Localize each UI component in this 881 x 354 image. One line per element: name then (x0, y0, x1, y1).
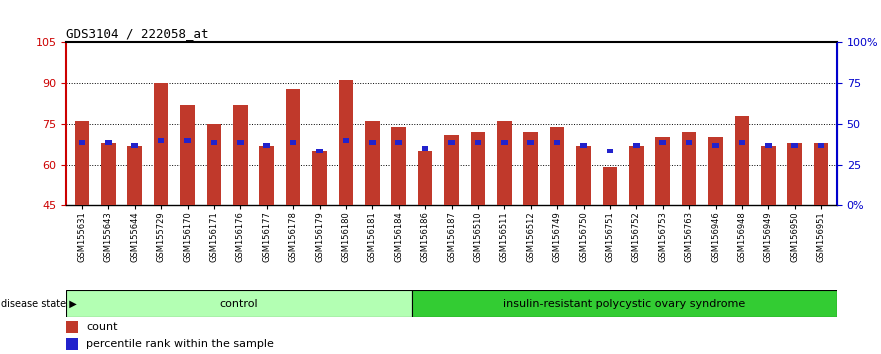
Bar (765, 143, 772, 148)
Bar (791, 143, 798, 148)
Bar (708, 137, 722, 205)
Bar (550, 127, 565, 205)
Bar (184, 138, 191, 143)
Bar (154, 83, 168, 205)
Bar (735, 116, 749, 205)
Bar (131, 143, 138, 148)
Bar (343, 138, 349, 143)
Bar (66, 338, 78, 350)
Bar (470, 132, 485, 205)
Bar (369, 141, 375, 145)
Bar (211, 141, 218, 145)
Bar (396, 141, 402, 145)
Text: insulin-resistant polycystic ovary syndrome: insulin-resistant polycystic ovary syndr… (503, 298, 745, 309)
Bar (475, 141, 481, 145)
Bar (629, 145, 644, 205)
Bar (128, 145, 142, 205)
Bar (818, 143, 825, 148)
Bar (554, 141, 560, 145)
Bar (603, 167, 618, 205)
Bar (207, 124, 221, 205)
Bar (528, 141, 534, 145)
Bar (814, 143, 828, 205)
Bar (738, 141, 745, 145)
Bar (75, 121, 89, 205)
Bar (655, 137, 670, 205)
Text: disease state ▶: disease state ▶ (1, 299, 77, 309)
Bar (101, 143, 115, 205)
Bar (158, 138, 165, 143)
Bar (682, 132, 696, 205)
Bar (259, 145, 274, 205)
Bar (418, 151, 433, 205)
Bar (576, 145, 591, 205)
Bar (607, 149, 613, 154)
Bar (290, 141, 296, 145)
Bar (237, 141, 243, 145)
Bar (66, 321, 78, 333)
Bar (181, 105, 195, 205)
Bar (233, 105, 248, 205)
Bar (78, 141, 85, 145)
FancyBboxPatch shape (66, 290, 411, 317)
Bar (448, 141, 455, 145)
Bar (316, 149, 322, 154)
Text: GDS3104 / 222058_at: GDS3104 / 222058_at (66, 27, 209, 40)
Text: percentile rank within the sample: percentile rank within the sample (86, 339, 274, 349)
Text: control: control (219, 298, 258, 309)
Bar (497, 121, 512, 205)
Bar (338, 80, 353, 205)
Text: count: count (86, 322, 118, 332)
Bar (712, 143, 719, 148)
Bar (660, 141, 666, 145)
Bar (444, 135, 459, 205)
Bar (788, 143, 802, 205)
Bar (685, 141, 692, 145)
Bar (501, 141, 507, 145)
Bar (263, 143, 270, 148)
Bar (312, 151, 327, 205)
Bar (422, 146, 428, 151)
Bar (633, 143, 640, 148)
Bar (391, 127, 406, 205)
Bar (523, 132, 538, 205)
Bar (105, 141, 112, 145)
Bar (581, 143, 587, 148)
Bar (365, 121, 380, 205)
Bar (761, 145, 775, 205)
Bar (285, 88, 300, 205)
FancyBboxPatch shape (411, 290, 837, 317)
